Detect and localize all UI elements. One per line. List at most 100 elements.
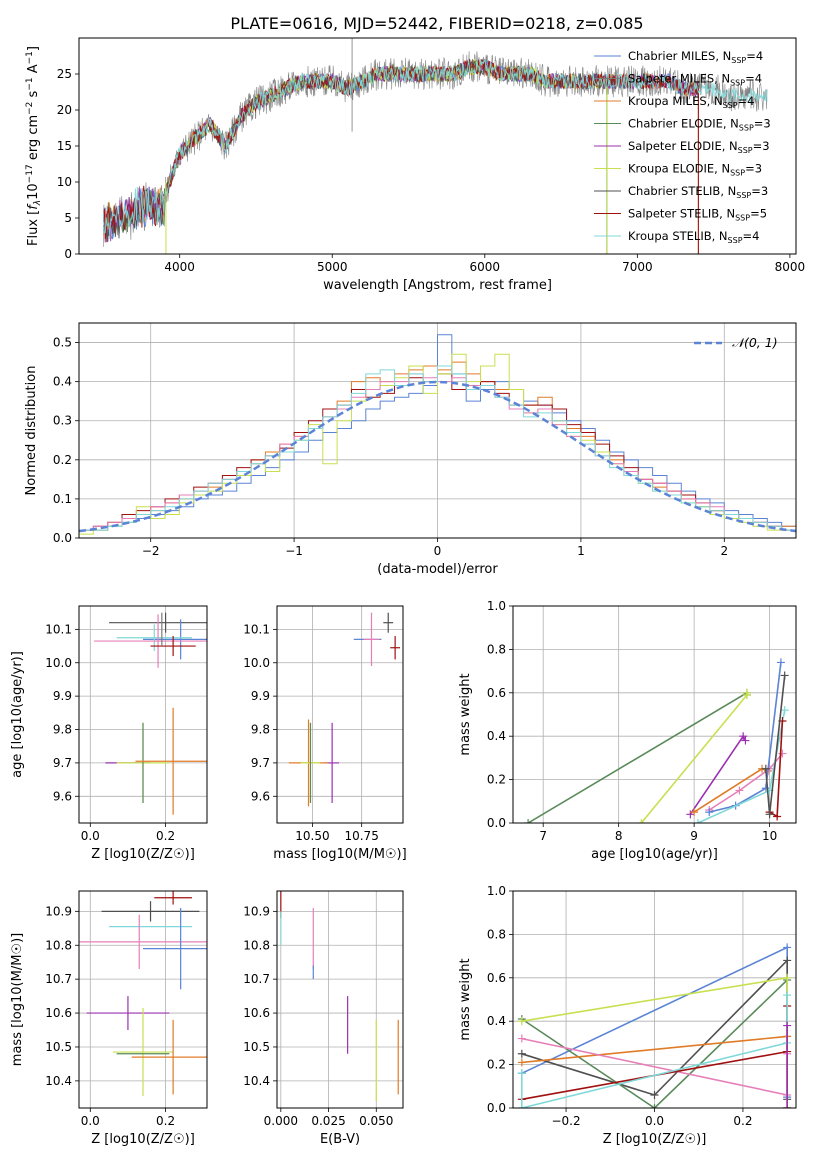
series-marker (783, 943, 792, 952)
x-axis-label: Z [log10(Z/Z☉)] (91, 847, 195, 862)
series-marker (780, 706, 789, 715)
x-tick-label: 0.2 (156, 1114, 175, 1128)
x-axis-label: Z [log10(Z/Z☉)] (603, 1132, 707, 1147)
x-tick-label: 1 (577, 544, 585, 558)
y-tick-label: 10.7 (45, 972, 72, 986)
x-axis-label: E(B-V) (320, 1132, 360, 1147)
gaussian-curve (79, 380, 796, 533)
axes-frame (512, 605, 797, 824)
y-tick-label: 0.1 (53, 492, 72, 506)
line-group (524, 658, 789, 823)
legend-entry: Salpeter STELIB, NSSP=5 (628, 207, 767, 223)
residual-histogram-panel: −2 −1 0 1 2 0.0 0.1 0.2 0.3 0.4 0.5 (data-model)/er… (24, 322, 797, 577)
y-tick-label: 9.7 (251, 756, 270, 770)
x-tick-label: 10 (762, 829, 777, 843)
y-tick-label: 10.0 (243, 656, 270, 670)
x-tick-label: 0.2 (156, 829, 175, 843)
x-tick-label: 10.75 (344, 829, 378, 843)
series-marker (705, 808, 714, 817)
spectrum-panel: 4000 5000 6000 7000 8000 0 5 10 15 20 25 wavelength… (25, 37, 806, 293)
series-line (709, 662, 782, 813)
x-tick-label: 2 (720, 544, 728, 558)
y-tick-label: 0.8 (487, 642, 506, 656)
series-marker (776, 658, 785, 667)
y-tick-label: 9.9 (53, 689, 72, 703)
x-tick-label: 8 (615, 829, 623, 843)
y-axis-label: age [log10(age/yr)] (10, 651, 25, 778)
axes-frame (78, 605, 208, 824)
y-tick-label: 0.2 (53, 453, 72, 467)
x-axis-label: mass [log10(M/M☉)] (273, 847, 406, 862)
age-vs-metallicity-panel: 0.0 0.2 9.6 9.7 9.8 9.9 10.0 10.1 Z [log10(Z/Z☉)… (10, 605, 208, 862)
y-tick-label: 10.7 (243, 972, 270, 986)
series-marker (773, 812, 782, 821)
y-tick-label: 0.5 (53, 336, 72, 350)
axes-frame (276, 605, 404, 824)
x-tick-label: 10.50 (295, 829, 329, 843)
y-tick-label: 10.9 (243, 904, 270, 918)
series-line (527, 691, 748, 823)
x-tick-label: 5000 (317, 260, 348, 274)
series-marker (517, 1069, 526, 1078)
series-marker (761, 764, 770, 773)
legend-entry: Kroupa MILES, NSSP=4 (628, 94, 754, 110)
x-axis-label: age [log10(age/yr)] (591, 847, 718, 862)
x-tick-label: 0.050 (359, 1114, 393, 1128)
legend-entry: Chabrier ELODIE, NSSP=3 (628, 117, 771, 133)
series-marker (780, 671, 789, 680)
x-tick-label: 7 (539, 829, 547, 843)
legend-entry: Salpeter MILES, NSSP=4 (628, 72, 762, 88)
y-tick-label: 0 (64, 247, 72, 261)
series-marker (765, 810, 774, 819)
x-tick-label: 6000 (470, 260, 501, 274)
legend-entry: Kroupa ELODIE, NSSP=3 (628, 162, 762, 178)
y-tick-label: 0.4 (53, 375, 72, 389)
series-marker (524, 819, 533, 823)
series-marker (783, 956, 792, 965)
axes-frame (512, 890, 797, 1109)
y-tick-label: 0.3 (53, 414, 72, 428)
x-tick-label: 0.000 (264, 1114, 298, 1128)
x-tick-label: 9 (690, 829, 698, 843)
series-marker (517, 1049, 526, 1058)
y-tick-label: 9.8 (53, 723, 72, 737)
legend-entry: 𝒩(0, 1) (732, 335, 778, 350)
y-axis-label: mass weight (458, 673, 473, 755)
y-tick-label: 0.0 (53, 531, 72, 545)
errorbar-group (288, 612, 401, 807)
y-tick-label: 9.6 (53, 789, 72, 803)
line-group (517, 943, 792, 1108)
x-tick-label: 0.0 (81, 829, 100, 843)
mass-vs-metallicity-panel: 0.0 0.2 10.4 10.5 10.6 10.7 10.8 10.9 Z [log10(Z… (10, 890, 208, 1147)
series-marker (650, 1104, 659, 1108)
y-tick-label: 1.0 (487, 884, 506, 898)
y-tick-label: 20 (57, 103, 72, 117)
y-tick-label: 0.0 (487, 1101, 506, 1115)
legend: Chabrier MILES, NSSP=4 Salpeter MILES, NS… (594, 49, 771, 245)
series-marker (637, 819, 646, 823)
x-tick-label: 8000 (775, 260, 806, 274)
series-marker (517, 1104, 526, 1108)
series-marker (783, 1104, 792, 1108)
y-tick-label: 0.4 (487, 1014, 506, 1028)
y-tick-label: 9.8 (251, 723, 270, 737)
x-tick-label: 7000 (622, 260, 653, 274)
mass-vs-ebv-panel: 0.000 0.025 0.050 10.4 10.5 10.6 10.7 10.8 10.9 E… (243, 890, 404, 1147)
y-tick-label: 9.6 (251, 789, 270, 803)
y-tick-label: 0.6 (487, 686, 506, 700)
y-tick-label: 0.2 (487, 773, 506, 787)
y-tick-label: 10.8 (45, 938, 72, 952)
series-marker (735, 786, 744, 795)
y-tick-label: 1.0 (487, 599, 506, 613)
errorbar-group (280, 891, 399, 1102)
series-marker (517, 1017, 526, 1026)
series-marker (741, 736, 750, 745)
x-axis-label: wavelength [Angstrom, rest frame] (323, 278, 552, 293)
series-marker (783, 1021, 792, 1030)
age-vs-mass-panel: 10.50 10.75 9.6 9.7 9.8 9.9 10.0 10.1 mass [log1… (243, 605, 407, 862)
series-marker (742, 688, 751, 697)
series-marker (690, 808, 699, 817)
y-tick-label: 15 (57, 139, 72, 153)
y-tick-label: 10.6 (45, 1006, 72, 1020)
